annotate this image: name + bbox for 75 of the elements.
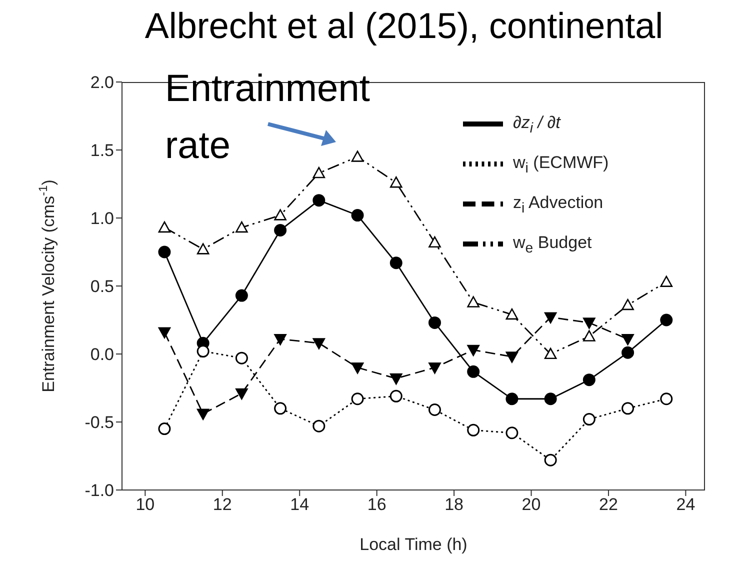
x-tick-label: 22 bbox=[599, 495, 618, 514]
point bbox=[467, 296, 480, 308]
point bbox=[390, 256, 402, 270]
legend-label: w$_{e}$ Budget bbox=[513, 233, 592, 257]
x-tick-label: 20 bbox=[522, 495, 541, 514]
point bbox=[506, 352, 518, 363]
point bbox=[544, 348, 557, 360]
point bbox=[312, 166, 326, 178]
y-tick-label: -0.5 bbox=[84, 413, 114, 432]
point bbox=[158, 422, 171, 436]
point bbox=[235, 352, 248, 364]
y-tick-label: 1.5 bbox=[90, 141, 114, 160]
x-tick-label: 12 bbox=[212, 495, 232, 514]
point bbox=[544, 454, 557, 466]
x-tick-label: 10 bbox=[136, 495, 155, 514]
x-axis-title: Local Time (h) bbox=[360, 535, 468, 554]
point bbox=[428, 404, 441, 416]
point bbox=[196, 243, 210, 254]
point bbox=[312, 420, 326, 432]
point bbox=[351, 209, 364, 222]
point bbox=[235, 289, 248, 302]
point bbox=[467, 344, 480, 356]
point bbox=[583, 330, 596, 342]
point bbox=[274, 334, 286, 346]
point bbox=[582, 374, 596, 386]
point bbox=[467, 365, 480, 378]
point bbox=[351, 392, 364, 406]
point bbox=[274, 209, 286, 220]
point bbox=[622, 298, 634, 310]
point bbox=[196, 345, 210, 358]
legend-label: ∂z$_{i}$ / ∂t bbox=[513, 113, 560, 137]
point bbox=[158, 246, 171, 258]
legend-label: w$_{i}$ (ECMWF) bbox=[513, 153, 609, 177]
point bbox=[622, 402, 634, 415]
y-tick-label: -1.0 bbox=[84, 481, 114, 500]
point bbox=[390, 373, 402, 385]
point bbox=[351, 150, 364, 162]
chart-title: Albrecht et al (2015), continental bbox=[144, 5, 664, 46]
point bbox=[506, 392, 518, 406]
point bbox=[506, 426, 518, 440]
point bbox=[196, 408, 210, 420]
legend-label: z$_{i}$ Advection bbox=[513, 193, 604, 217]
point bbox=[506, 308, 518, 320]
point bbox=[158, 221, 171, 233]
x-tick-label: 14 bbox=[290, 495, 310, 514]
y-tick-label: 1.0 bbox=[90, 209, 114, 228]
point bbox=[582, 413, 596, 426]
point bbox=[236, 388, 248, 400]
point bbox=[428, 362, 441, 374]
point bbox=[583, 318, 596, 329]
point bbox=[660, 392, 673, 406]
point bbox=[158, 327, 171, 338]
point bbox=[390, 176, 402, 188]
y-tick-label: 2.0 bbox=[90, 73, 114, 92]
point bbox=[660, 276, 673, 287]
x-tick-label: 16 bbox=[367, 495, 386, 514]
point bbox=[312, 194, 326, 207]
x-tick-label: 18 bbox=[444, 495, 464, 514]
point bbox=[428, 316, 441, 329]
point bbox=[622, 346, 634, 359]
point bbox=[544, 392, 557, 406]
point bbox=[312, 338, 326, 350]
point bbox=[428, 236, 441, 248]
point bbox=[467, 424, 480, 436]
x-tick-label: 24 bbox=[676, 495, 696, 514]
point bbox=[351, 362, 364, 374]
point bbox=[622, 334, 634, 346]
point bbox=[660, 314, 673, 326]
point bbox=[274, 224, 287, 236]
point bbox=[544, 312, 557, 324]
point bbox=[274, 402, 287, 415]
y-tick-label: 0.5 bbox=[90, 277, 114, 296]
point bbox=[236, 221, 248, 233]
y-tick-label: 0.0 bbox=[90, 345, 114, 364]
point bbox=[390, 390, 402, 402]
